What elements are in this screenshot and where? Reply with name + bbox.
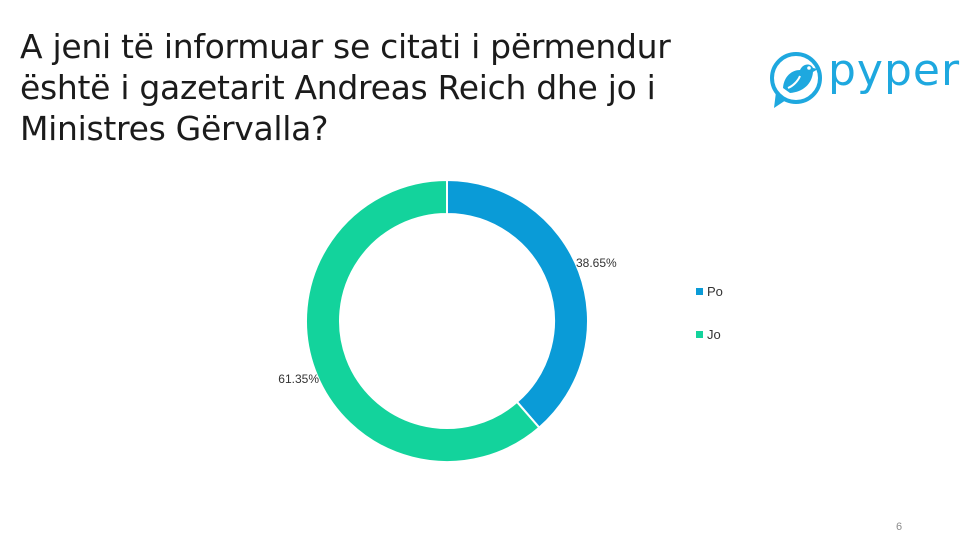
legend-swatch-jo <box>696 331 703 338</box>
legend-label-po: Po <box>707 284 723 299</box>
logo-wordmark: pyper <box>828 45 961 96</box>
pyper-logo: pyper <box>766 46 966 116</box>
slide-title: A jeni të informuar se citati i përmendu… <box>20 27 671 148</box>
data-label-po: 38.65% <box>576 256 617 270</box>
data-label-jo: 61.35% <box>278 372 319 386</box>
legend-label-jo: Jo <box>707 327 721 342</box>
legend-swatch-po <box>696 288 703 295</box>
bird-icon <box>770 52 822 108</box>
slice-jo <box>305 178 541 463</box>
slice-po <box>446 178 589 430</box>
page-number: 6 <box>896 521 903 533</box>
